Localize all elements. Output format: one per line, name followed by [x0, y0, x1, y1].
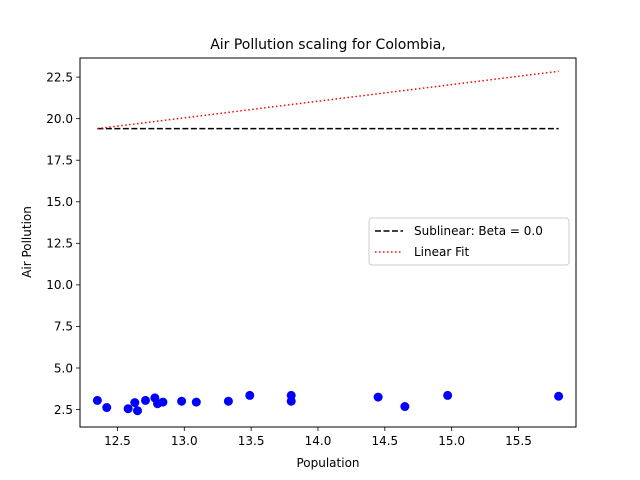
y-tick-label: 2.5: [54, 403, 73, 417]
legend-label-sublinear: Sublinear: Beta = 0.0: [414, 224, 543, 238]
data-point: [141, 395, 151, 405]
data-point: [177, 396, 187, 406]
series-line-1: [97, 70, 559, 130]
data-point: [123, 404, 133, 414]
data-point: [130, 398, 140, 408]
x-tick-label: 13.5: [238, 434, 265, 448]
legend-label-linear-fit: Linear Fit: [414, 245, 469, 259]
plot-marks: [92, 70, 564, 416]
legend-box: [368, 217, 570, 266]
y-tick-label: 5.0: [54, 361, 73, 375]
y-tick-label: 15.0: [46, 195, 73, 209]
x-axis: 12.5 13.0 13.5 14.0 14.5 15.0 15.5: [104, 427, 532, 448]
y-tick-label: 7.5: [54, 320, 73, 334]
x-tick-label: 15.5: [505, 434, 532, 448]
y-tick-label: 10.0: [46, 278, 73, 292]
data-point: [132, 406, 142, 416]
plot-frame: [79, 57, 577, 428]
y-tick-label: 20.0: [46, 112, 73, 126]
data-point: [373, 392, 383, 402]
x-tick-label: 13.0: [171, 434, 198, 448]
data-point: [443, 390, 453, 400]
chart-title: Air Pollution scaling for Colombia,: [210, 37, 446, 53]
x-tick-label: 15.0: [438, 434, 465, 448]
data-point: [191, 397, 201, 407]
data-point: [245, 390, 255, 400]
x-tick-label: 14.0: [305, 434, 332, 448]
data-point: [554, 391, 564, 401]
data-point: [102, 403, 112, 413]
x-tick-label: 14.5: [371, 434, 398, 448]
data-point: [92, 395, 102, 405]
y-tick-label: 12.5: [46, 237, 73, 251]
y-axis-label: Air Pollution: [20, 206, 34, 278]
y-tick-label: 22.5: [46, 70, 73, 84]
x-axis-label: Population: [296, 456, 359, 470]
data-point: [223, 396, 233, 406]
legend: Sublinear: Beta = 0.0 Linear Fit: [368, 217, 570, 266]
y-axis: 2.5 5.0 7.5 10.0 12.5 15.0 17.5 20.0 22.5: [46, 70, 80, 417]
x-tick-label: 12.5: [104, 434, 131, 448]
y-tick-label: 17.5: [46, 154, 73, 168]
data-point: [400, 402, 410, 412]
data-point: [158, 397, 168, 407]
data-point: [286, 396, 296, 406]
